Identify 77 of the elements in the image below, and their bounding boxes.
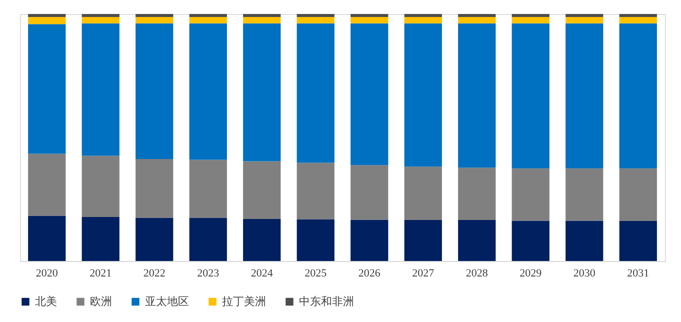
x-tick-label: 2028 bbox=[466, 268, 488, 280]
bar bbox=[243, 161, 281, 220]
bar bbox=[512, 168, 550, 221]
bar bbox=[512, 23, 550, 168]
bar bbox=[404, 16, 442, 24]
x-tick-label: 2021 bbox=[90, 268, 112, 280]
bar bbox=[243, 23, 281, 162]
bar bbox=[619, 220, 657, 261]
bar bbox=[566, 16, 604, 24]
bar bbox=[28, 154, 66, 216]
bar bbox=[566, 168, 604, 221]
x-tick-label: 2023 bbox=[197, 268, 220, 280]
bar bbox=[350, 23, 388, 166]
bar bbox=[296, 219, 334, 261]
bar bbox=[458, 23, 496, 168]
bar bbox=[136, 23, 174, 159]
legend-label: 北美 bbox=[35, 294, 57, 308]
legend-label: 欧洲 bbox=[90, 294, 112, 308]
bar bbox=[566, 220, 604, 261]
bar bbox=[189, 23, 227, 160]
bar bbox=[296, 162, 334, 220]
bar bbox=[458, 14, 496, 17]
bar bbox=[82, 16, 120, 24]
bar bbox=[458, 168, 496, 220]
bar bbox=[243, 14, 281, 17]
x-tick-label: 2030 bbox=[573, 268, 596, 280]
bar bbox=[404, 166, 442, 220]
bar bbox=[136, 158, 174, 218]
bar bbox=[82, 23, 120, 156]
bar bbox=[136, 16, 174, 24]
bar bbox=[296, 23, 334, 163]
legend-label: 亚太地区 bbox=[145, 294, 189, 308]
legend-label: 拉丁美洲 bbox=[222, 294, 266, 308]
bar bbox=[82, 156, 120, 218]
bar bbox=[404, 14, 442, 17]
bar bbox=[28, 14, 66, 17]
x-tick-label: 2031 bbox=[627, 268, 650, 280]
bar bbox=[404, 220, 442, 261]
bar bbox=[512, 220, 550, 261]
bar bbox=[28, 24, 66, 154]
bar bbox=[619, 16, 657, 24]
bar bbox=[136, 14, 174, 17]
x-tick-label: 2029 bbox=[520, 268, 542, 280]
bar bbox=[619, 23, 657, 168]
bar bbox=[189, 160, 227, 218]
bar bbox=[566, 14, 604, 17]
bar bbox=[350, 14, 388, 17]
x-tick-label: 2024 bbox=[250, 268, 274, 280]
x-tick-label: 2027 bbox=[412, 268, 435, 280]
bar bbox=[136, 218, 174, 261]
x-tick-label: 2025 bbox=[304, 268, 328, 280]
bar bbox=[296, 14, 334, 17]
bar bbox=[404, 23, 442, 167]
bar bbox=[28, 16, 66, 24]
x-tick-label: 2026 bbox=[358, 268, 381, 280]
bar bbox=[350, 16, 388, 24]
bar bbox=[458, 16, 496, 24]
legend-label: 中东和非洲 bbox=[299, 294, 354, 308]
bar bbox=[28, 216, 66, 261]
bar bbox=[512, 16, 550, 24]
bar bbox=[350, 220, 388, 261]
bar bbox=[350, 165, 388, 220]
bar bbox=[189, 16, 227, 24]
bar bbox=[619, 168, 657, 221]
bar bbox=[243, 219, 281, 261]
bar bbox=[458, 220, 496, 261]
x-tick-label: 2020 bbox=[36, 268, 58, 280]
bar bbox=[82, 14, 120, 17]
bar bbox=[512, 14, 550, 17]
bar bbox=[566, 23, 604, 168]
bar bbox=[296, 16, 334, 24]
bar bbox=[189, 14, 227, 17]
bar bbox=[243, 16, 281, 24]
x-tick-label: 2022 bbox=[143, 268, 166, 280]
bar bbox=[619, 14, 657, 17]
bar bbox=[189, 218, 227, 261]
bar bbox=[82, 217, 120, 261]
